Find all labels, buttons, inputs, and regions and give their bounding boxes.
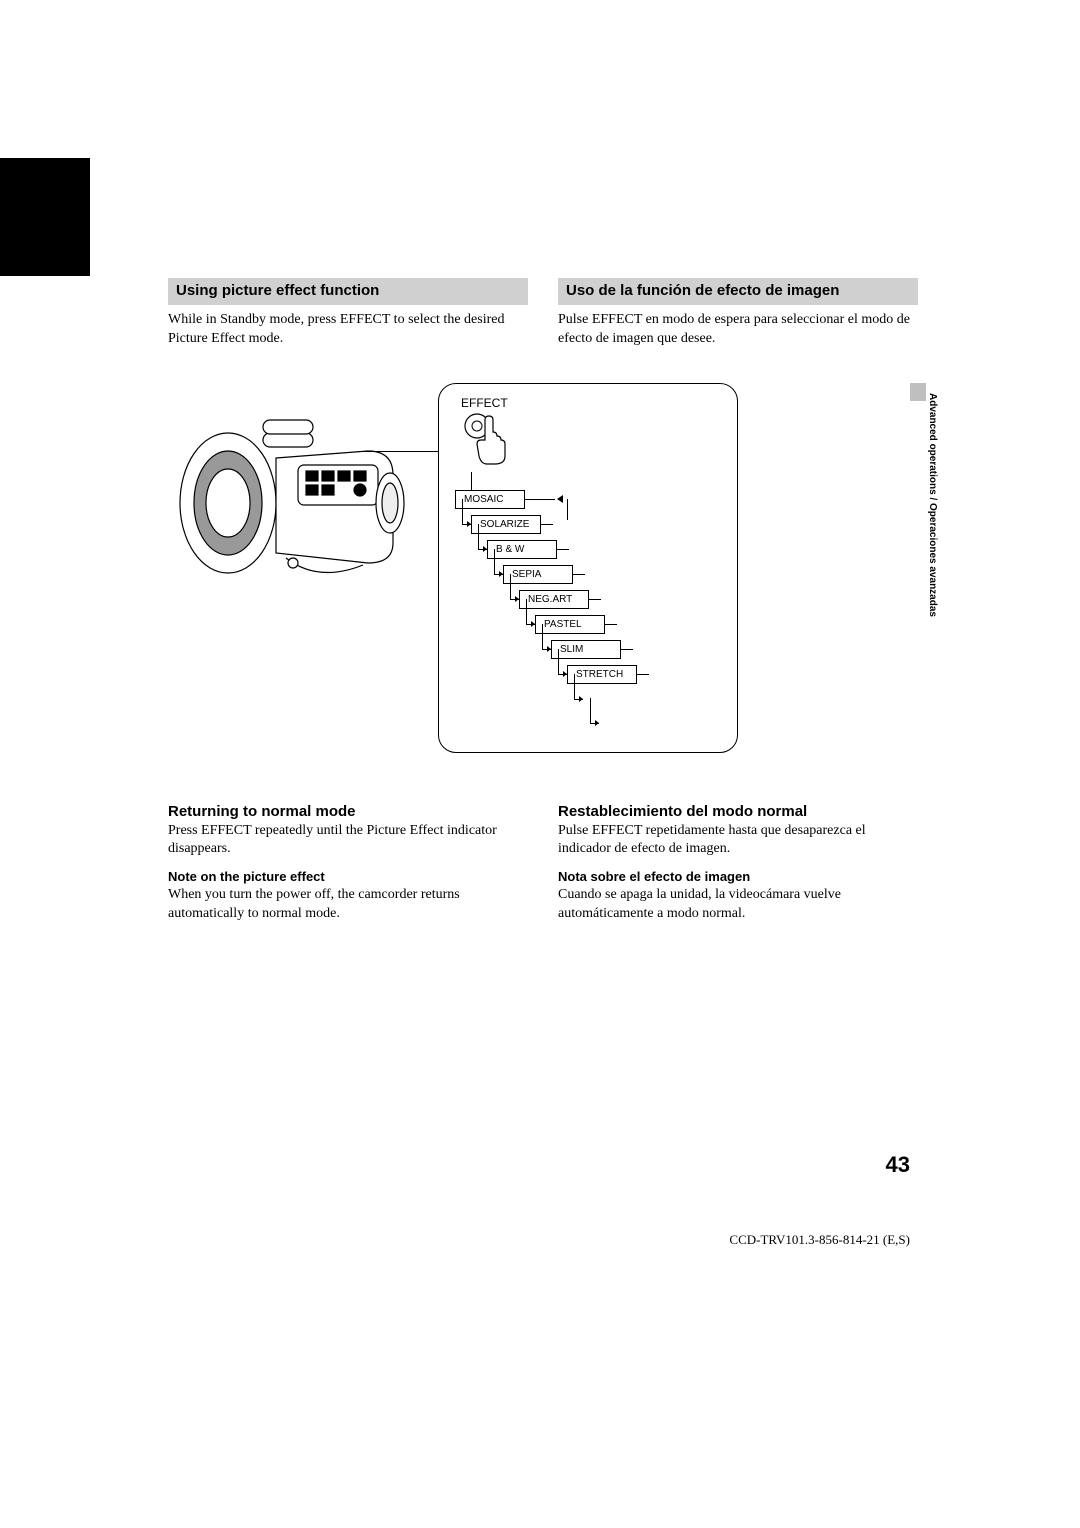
connector [525, 499, 555, 500]
mode-box: MOSAIC [455, 490, 525, 509]
mode-row: PASTEL [519, 615, 721, 634]
mode-row: STRETCH [551, 665, 721, 684]
connector [589, 599, 601, 600]
left-note-body: When you turn the power off, the camcord… [168, 886, 528, 924]
mode-row [583, 714, 721, 732]
elbow-icon [567, 690, 583, 708]
elbow-icon [519, 615, 535, 633]
right-note-body: Cuando se apaga la unidad, la videocámar… [558, 886, 918, 924]
effect-button-label: EFFECT [461, 396, 721, 410]
elbow-icon [551, 665, 567, 683]
elbow-icon [583, 714, 599, 732]
mode-box: NEG.ART [519, 590, 589, 609]
press-icon [459, 412, 721, 472]
connector [637, 674, 649, 675]
side-section-label: Advanced operations / Operaciones avanza… [927, 393, 938, 617]
right-note-head: Nota sobre el efecto de imagen [558, 869, 918, 884]
page-number: 43 [886, 1152, 910, 1178]
mode-row: NEG.ART [503, 590, 721, 609]
left-intro-text: While in Standby mode, press EFFECT to s… [168, 311, 528, 349]
lower-columns: Returning to normal mode Press EFFECT re… [168, 803, 918, 935]
leader-line [358, 451, 438, 452]
effect-panel: EFFECT MOSAIC SOLARIZE [438, 383, 738, 753]
mode-box: SLIM [551, 640, 621, 659]
elbow-icon [503, 590, 519, 608]
right-lower-column: Restablecimiento del modo normal Pulse E… [558, 803, 918, 935]
mode-row: SEPIA [487, 565, 721, 584]
mode-box: SOLARIZE [471, 515, 541, 534]
effect-diagram: EFFECT MOSAIC SOLARIZE [168, 383, 918, 763]
connector [471, 472, 472, 490]
header-black-block [0, 158, 90, 276]
effect-mode-list: MOSAIC SOLARIZE B & W SEPIA [455, 490, 721, 732]
mode-row: B & W [471, 540, 721, 559]
left-return-head: Returning to normal mode [168, 803, 528, 820]
connector [541, 524, 553, 525]
mode-box: PASTEL [535, 615, 605, 634]
elbow-icon [471, 540, 487, 558]
intro-columns: Using picture effect function While in S… [168, 278, 918, 359]
left-section-header: Using picture effect function [168, 278, 528, 305]
connector [567, 499, 568, 519]
left-column: Using picture effect function While in S… [168, 278, 528, 359]
left-note-head: Note on the picture effect [168, 869, 528, 884]
right-intro-text: Pulse EFFECT en modo de espera para sele… [558, 311, 918, 349]
mode-row: SOLARIZE [455, 515, 721, 534]
connector [567, 519, 568, 520]
connector [621, 649, 633, 650]
connector [605, 624, 617, 625]
mode-row: SLIM [535, 640, 721, 659]
elbow-icon [455, 515, 471, 533]
elbow-icon [535, 640, 551, 658]
mode-row: MOSAIC [455, 490, 721, 509]
side-tab-marker [910, 383, 926, 401]
right-return-body: Pulse EFFECT repetidamente hasta que des… [558, 822, 918, 860]
right-section-header: Uso de la función de efecto de imagen [558, 278, 918, 305]
connector [557, 549, 569, 550]
mode-box: STRETCH [567, 665, 637, 684]
camcorder-illustration [168, 403, 428, 603]
mode-box: B & W [487, 540, 557, 559]
right-return-head: Restablecimiento del modo normal [558, 803, 918, 820]
elbow-icon [487, 565, 503, 583]
connector [573, 574, 585, 575]
footer-code: CCD-TRV101.3-856-814-21 (E,S) [729, 1232, 910, 1248]
arrow-icon [557, 495, 563, 503]
right-column: Uso de la función de efecto de imagen Pu… [558, 278, 918, 359]
left-lower-column: Returning to normal mode Press EFFECT re… [168, 803, 528, 935]
left-return-body: Press EFFECT repeatedly until the Pictur… [168, 822, 528, 860]
page-content: Using picture effect function While in S… [168, 278, 918, 934]
mode-box: SEPIA [503, 565, 573, 584]
